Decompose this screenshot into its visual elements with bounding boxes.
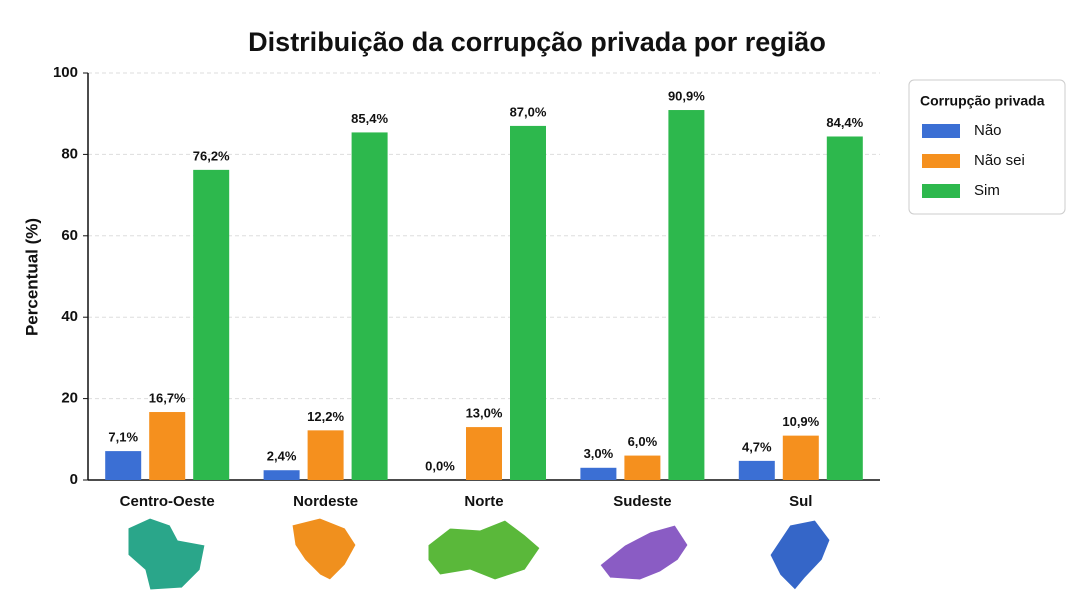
legend-swatch xyxy=(922,154,960,168)
value-label: 10,9% xyxy=(782,414,819,429)
map-sul xyxy=(769,519,831,591)
value-label: 85,4% xyxy=(351,111,388,126)
value-label: 6,0% xyxy=(628,434,658,449)
legend-swatch xyxy=(922,184,960,198)
map-norte xyxy=(427,519,541,581)
bar xyxy=(466,427,502,480)
x-tick-label: Nordeste xyxy=(293,493,358,510)
value-label: 76,2% xyxy=(193,148,230,163)
value-label: 16,7% xyxy=(149,390,186,405)
legend-title: Corrupção privada xyxy=(920,93,1045,109)
bar xyxy=(580,467,617,480)
bar xyxy=(668,110,705,481)
bar xyxy=(149,412,186,480)
y-tick-label: 40 xyxy=(61,308,78,325)
map-sudeste xyxy=(599,524,689,581)
x-tick-label: Norte xyxy=(464,493,503,510)
value-label: 84,4% xyxy=(826,115,863,130)
bar xyxy=(782,435,819,480)
region-maps xyxy=(127,517,831,591)
x-tick-label: Sudeste xyxy=(613,493,671,510)
value-label: 7,1% xyxy=(108,430,138,445)
legend-swatch xyxy=(922,124,960,138)
bar xyxy=(738,460,775,480)
y-tick-label: 100 xyxy=(53,64,78,81)
bar xyxy=(351,132,388,480)
map-nordeste xyxy=(291,517,357,581)
value-label: 3,0% xyxy=(584,446,614,461)
value-label: 0,0% xyxy=(425,458,455,473)
y-tick-label: 80 xyxy=(61,145,78,162)
y-axis-label: Percentual (%) xyxy=(22,218,41,336)
legend: Corrupção privada Não Não sei Sim xyxy=(908,79,1066,215)
value-label: 2,4% xyxy=(267,449,297,464)
x-tick-label: Sul xyxy=(789,493,812,510)
y-tick-label: 0 xyxy=(70,471,78,488)
legend-label: Sim xyxy=(974,182,1000,199)
x-tick-label: Centro-Oeste xyxy=(120,493,215,510)
value-label: 12,2% xyxy=(307,409,344,424)
bar xyxy=(624,455,661,480)
bar xyxy=(307,430,344,480)
map-centro-oeste xyxy=(127,517,206,591)
bar xyxy=(105,451,142,480)
bar xyxy=(263,470,300,480)
legend-box xyxy=(908,79,1066,215)
y-tick-label: 60 xyxy=(61,227,78,244)
y-tick-label: 20 xyxy=(61,390,78,407)
value-label: 87,0% xyxy=(510,104,547,119)
chart-title: Distribuição da corrupção privada por re… xyxy=(248,27,826,57)
bar xyxy=(510,125,546,480)
bar xyxy=(826,136,863,480)
value-label: 90,9% xyxy=(668,88,705,103)
legend-label: Não sei xyxy=(974,152,1025,169)
legend-label: Não xyxy=(974,122,1002,139)
value-label: 13,0% xyxy=(466,406,503,421)
value-label: 4,7% xyxy=(742,439,772,454)
bar xyxy=(193,169,230,480)
